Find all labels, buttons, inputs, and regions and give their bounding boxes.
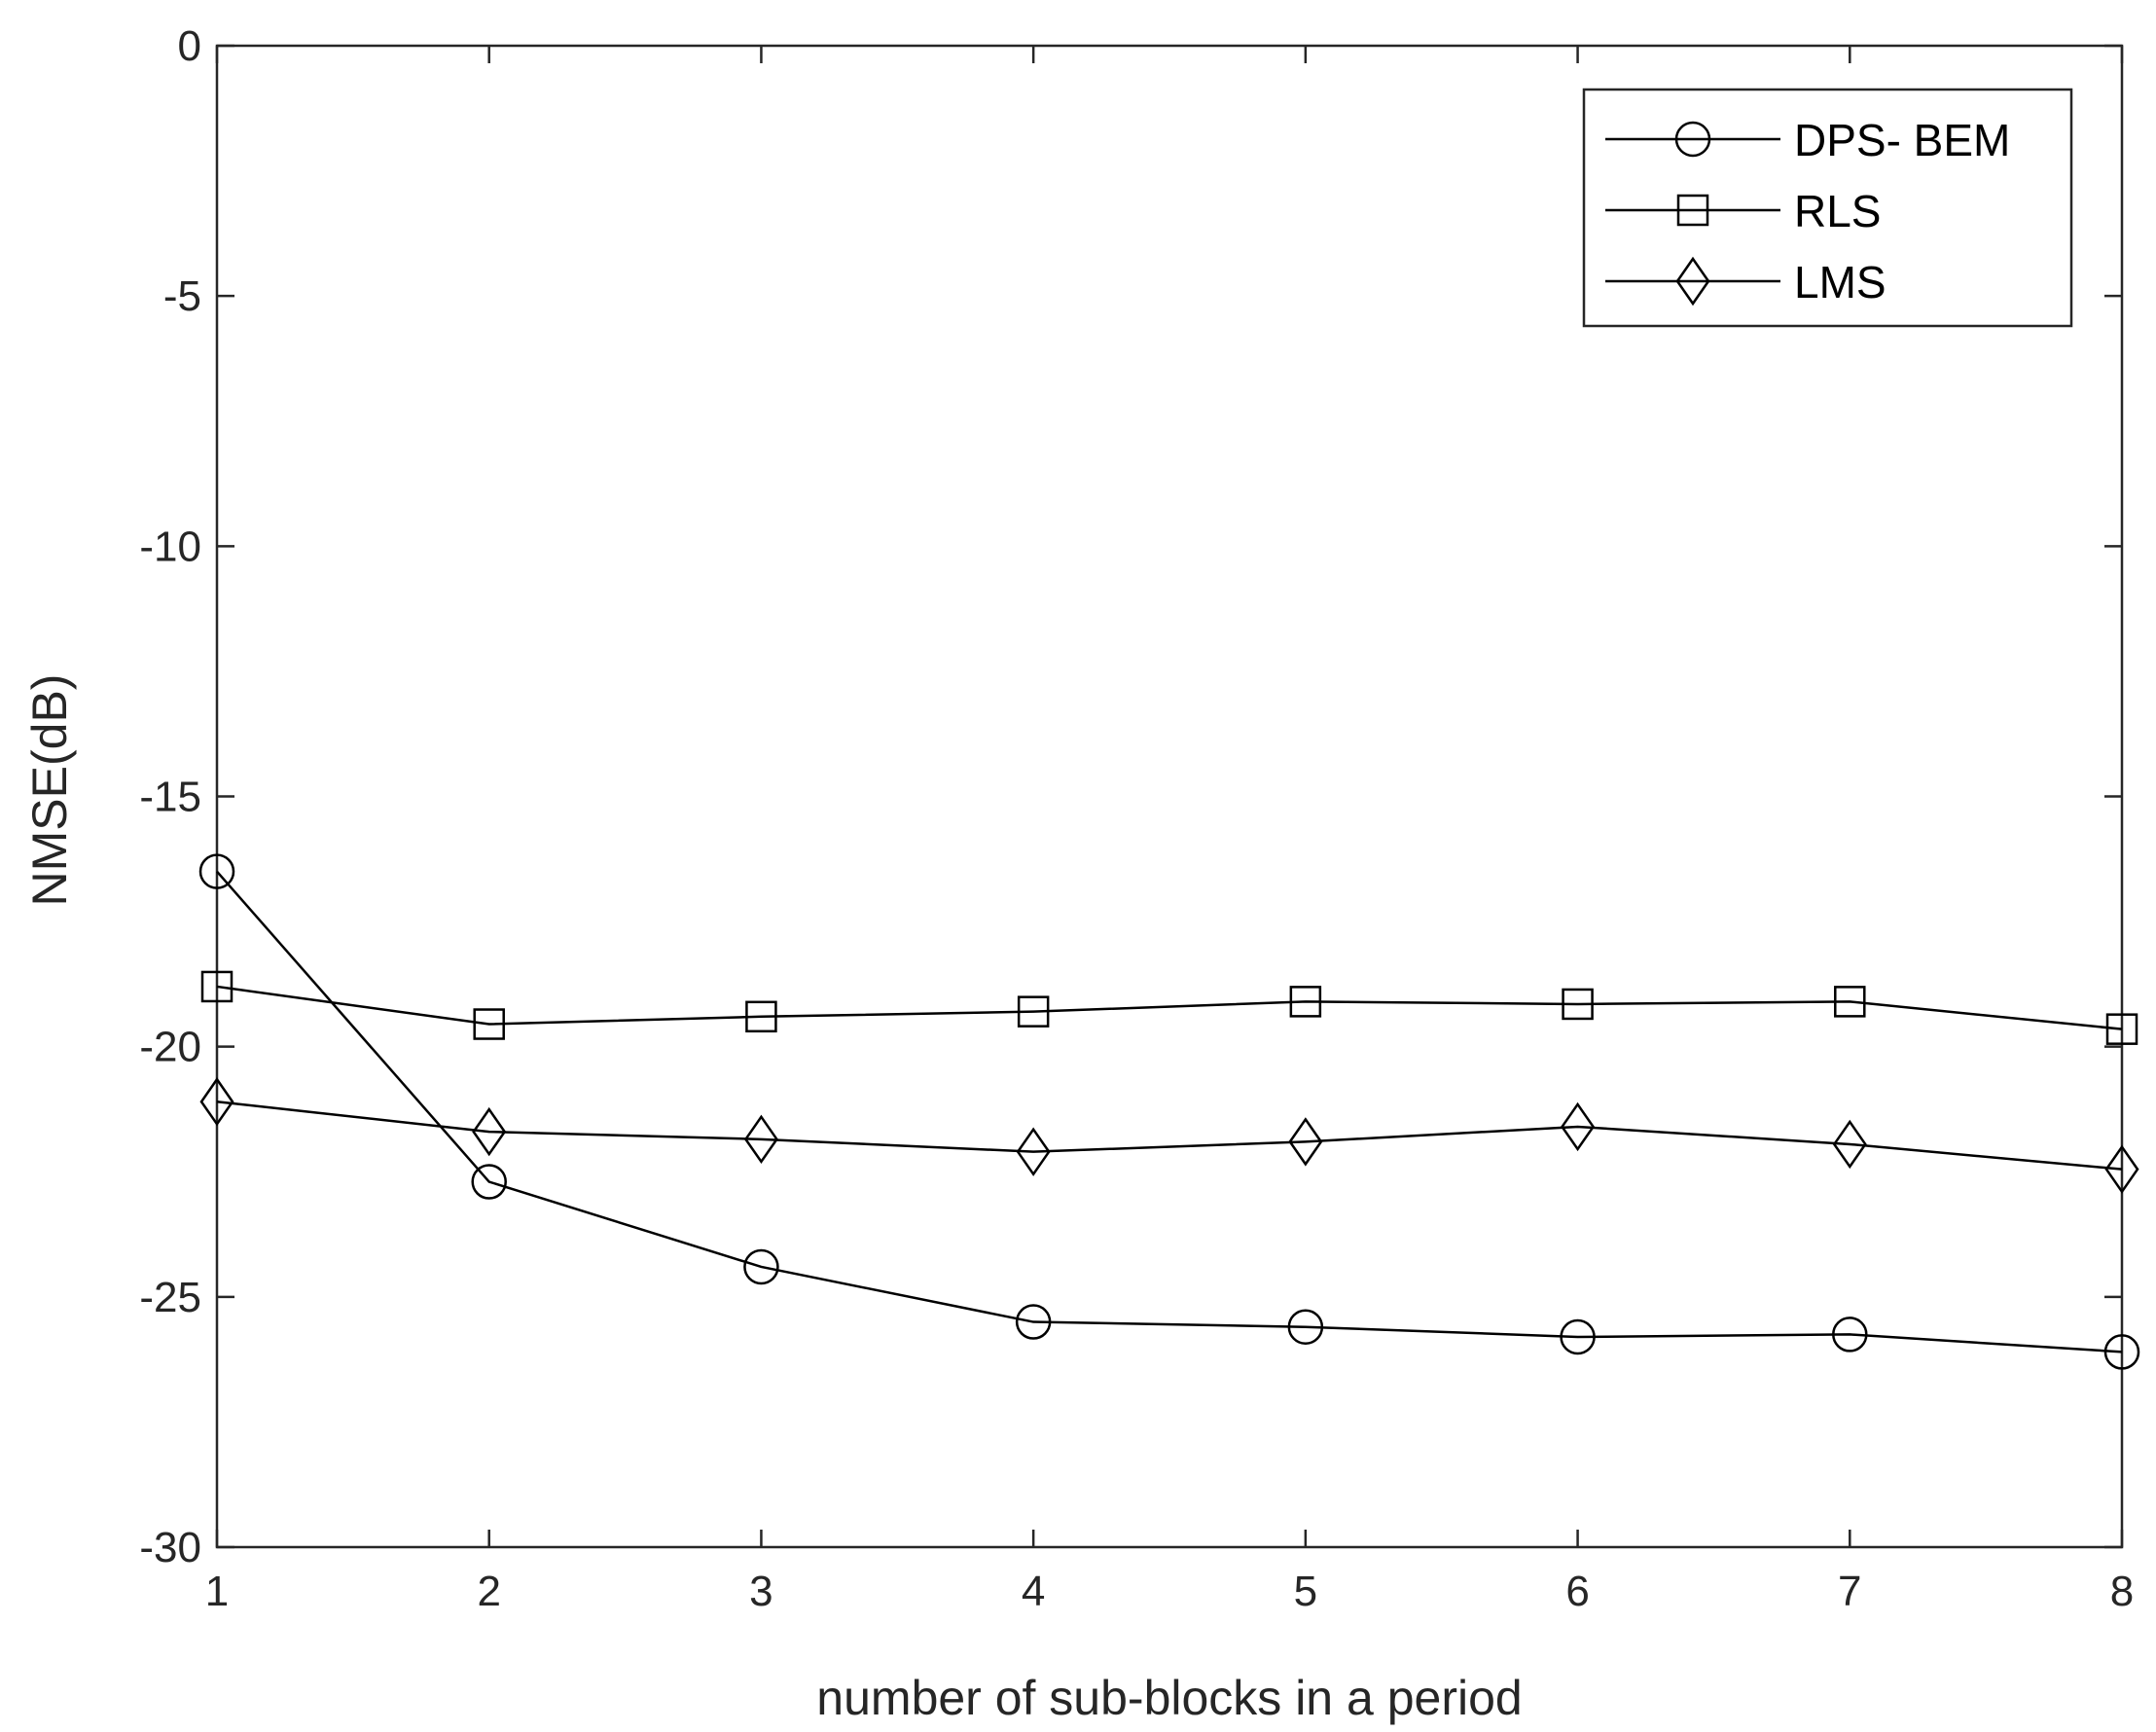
x-tick-label: 7 [1838, 1568, 1861, 1615]
data-point-diamond [1561, 1101, 1596, 1152]
data-point-diamond [743, 1114, 778, 1165]
data-point-diamond [1832, 1119, 1867, 1170]
data-point-circle [1015, 1304, 1052, 1340]
x-tick-label: 5 [1294, 1568, 1317, 1615]
y-tick-label: -10 [139, 523, 201, 570]
legend: DPS- BEM RLS LMS [1582, 88, 2073, 328]
series-line [216, 870, 2123, 1353]
legend-marker-square [1676, 194, 1709, 227]
series-rls [200, 970, 2138, 1045]
x-tick-label: 8 [2110, 1568, 2134, 1615]
data-point-circle [1560, 1318, 1596, 1355]
x-tick-label: 2 [477, 1568, 500, 1615]
y-tick-label: -25 [139, 1274, 201, 1321]
y-tick-label: -15 [139, 774, 201, 821]
data-point-square [473, 1008, 505, 1040]
data-point-square [200, 970, 234, 1003]
data-point-square [1017, 995, 1050, 1028]
legend-entry-label: DPS- BEM [1794, 115, 2010, 165]
x-tick-label: 6 [1565, 1568, 1589, 1615]
x-axis-label: number of sub-blocks in a period [816, 1671, 1522, 1725]
data-point-circle [2103, 1334, 2140, 1370]
data-point-diamond [1288, 1117, 1323, 1167]
data-point-diamond [199, 1077, 234, 1127]
data-point-circle [1287, 1309, 1324, 1345]
plot-area: 1 2 3 4 5 6 7 8 0 -5 -10 -15 -20 -25 -30 [139, 22, 2134, 1615]
series-line [216, 985, 2123, 1030]
y-tick-label: -20 [139, 1024, 201, 1071]
y-tick-label: -30 [139, 1524, 201, 1571]
legend-entry-label: RLS [1794, 186, 1881, 236]
legend-box [1582, 88, 2073, 328]
x-tick-label: 4 [1022, 1568, 1045, 1615]
series-layer [198, 853, 2140, 1370]
data-point-circle [198, 853, 235, 889]
x-tick-label: 1 [205, 1568, 229, 1615]
y-tick-label: 0 [178, 22, 201, 70]
series-lms [199, 1077, 2139, 1194]
legend-entry-label: LMS [1794, 257, 1886, 307]
data-point-square [1562, 988, 1594, 1021]
y-axis-label: NMSE(dB) [22, 674, 77, 907]
data-point-circle [1832, 1317, 1868, 1353]
data-point-square [745, 1000, 777, 1033]
y-tick-label: -5 [163, 272, 201, 320]
legend-marker-diamond [1675, 256, 1710, 307]
data-point-square [2105, 1013, 2138, 1045]
data-point-diamond [2104, 1144, 2139, 1194]
data-point-circle [471, 1164, 507, 1200]
data-point-diamond [472, 1106, 507, 1157]
x-tick-label: 3 [749, 1568, 773, 1615]
data-point-square [1289, 986, 1322, 1018]
data-point-circle [743, 1248, 779, 1285]
legend-marker-circle [1674, 121, 1711, 158]
series-dps-bem [198, 853, 2140, 1370]
data-point-diamond [1016, 1127, 1051, 1176]
series-line [216, 1101, 2123, 1171]
data-point-square [1834, 986, 1866, 1018]
